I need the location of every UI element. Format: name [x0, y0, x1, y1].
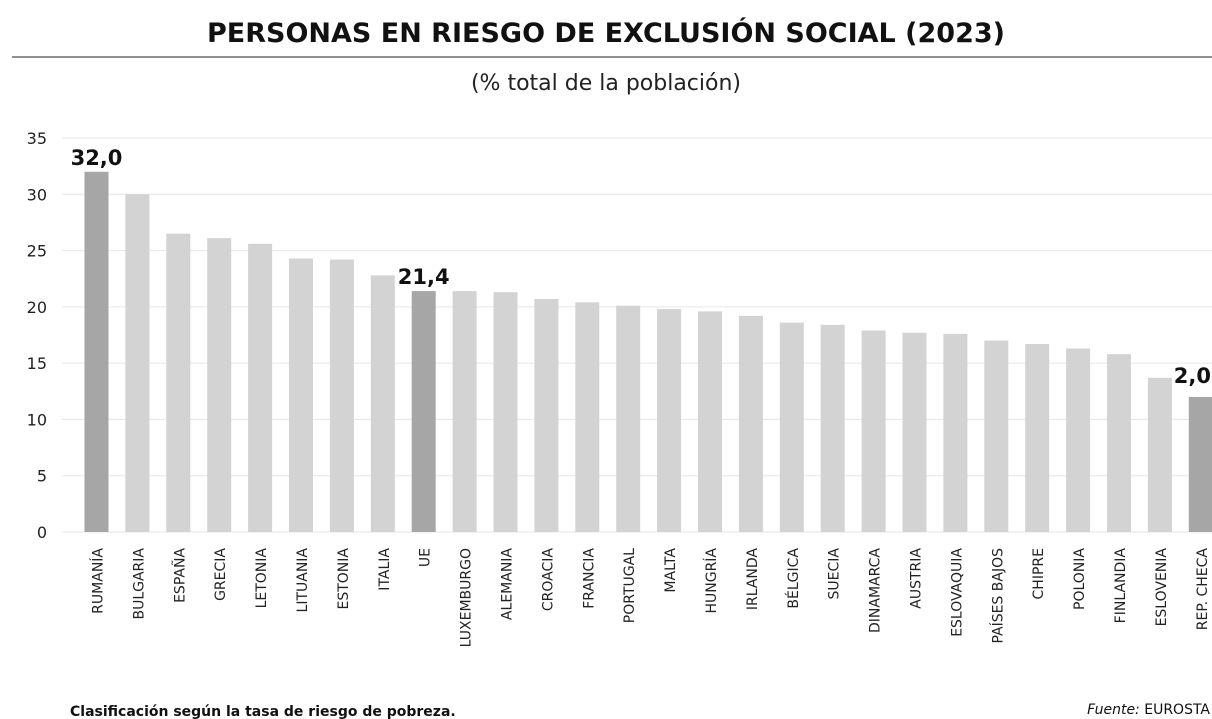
x-tick-label: PAÍSES BAJOS — [989, 548, 1006, 644]
x-tick-label: GRECIA — [213, 548, 229, 601]
x-tick-label: RUMANÍA — [90, 548, 107, 614]
data-labels: 32,0 21,4 2,0 — [71, 146, 1211, 388]
x-tick-label: IRLANDA — [745, 548, 761, 611]
bar — [1107, 354, 1131, 532]
bar — [698, 311, 722, 532]
y-axis: 0 5 10 15 20 25 30 35 — [27, 129, 47, 542]
y-tick-label: 10 — [27, 410, 47, 429]
bar — [534, 298, 559, 532]
bar — [984, 340, 1009, 532]
x-tick-label: PORTUGAL — [622, 548, 638, 623]
x-tick-label: LITUANIA — [295, 548, 311, 613]
x-tick-label: ESPAÑA — [171, 548, 188, 603]
bar — [1188, 396, 1212, 532]
x-tick-label: HUNGRÍA — [703, 548, 720, 614]
footer-note: Clasificación según la tasa de riesgo de… — [70, 704, 456, 719]
y-tick-label: 0 — [37, 523, 47, 542]
source-value: EUROSTA — [1140, 702, 1211, 718]
bar — [1147, 377, 1172, 532]
x-tick-label: ESLOVENIA — [1154, 548, 1170, 627]
x-tick-label: ESTONIA — [336, 548, 352, 610]
y-tick-label: 5 — [37, 467, 47, 486]
bar — [289, 258, 313, 532]
x-tick-label: DINAMARCA — [868, 548, 884, 633]
y-tick-label: 30 — [27, 185, 47, 204]
bar — [820, 324, 845, 532]
bar — [411, 291, 436, 532]
x-tick-label: BULGARIA — [131, 548, 147, 620]
data-label: 32,0 — [71, 146, 123, 170]
source-label: Fuente: — [1087, 702, 1140, 718]
bar — [370, 275, 395, 532]
x-tick-label: LUXEMBURGO — [459, 548, 475, 647]
x-tick-label: CROACIA — [540, 548, 556, 612]
x-tick-label: LETONIA — [254, 548, 270, 609]
y-tick-label: 35 — [27, 129, 47, 148]
bars — [84, 171, 1212, 533]
bar — [166, 233, 191, 532]
chart-title: PERSONAS EN RIESGO DE EXCLUSIÓN SOCIAL (… — [207, 17, 1005, 49]
x-axis: RUMANÍA BULGARIA ESPAÑA GRECIA LETONIA LITUAN… — [90, 548, 1211, 648]
x-tick-label: ESLOVAQUIA — [949, 548, 965, 637]
bar — [452, 291, 477, 532]
bar — [657, 309, 682, 532]
x-tick-label: SUECIA — [827, 548, 843, 600]
bar — [902, 332, 927, 532]
x-tick-label: ITALIA — [377, 548, 393, 591]
bar — [125, 194, 150, 533]
x-tick-label: FINLANDIA — [1113, 548, 1129, 624]
x-tick-label: REP. CHECA — [1195, 548, 1211, 631]
bar — [575, 302, 600, 532]
bar — [1025, 344, 1050, 532]
data-label: 2,0 — [1174, 364, 1211, 388]
x-tick-label: FRANCIA — [581, 548, 597, 609]
x-tick-label: AUSTRIA — [909, 548, 925, 609]
x-tick-label: MALTA — [663, 548, 679, 593]
bar — [248, 243, 273, 532]
bar — [738, 315, 763, 532]
x-tick-label: POLONIA — [1072, 548, 1088, 610]
bar — [207, 238, 232, 532]
y-tick-label: 25 — [27, 242, 47, 261]
bar — [1066, 348, 1091, 532]
x-tick-label: BÉLGICA — [785, 548, 802, 609]
bar — [616, 305, 641, 532]
bar — [779, 322, 804, 532]
x-tick-label: UE — [418, 548, 434, 567]
chart-subtitle: (% total de la población) — [471, 71, 741, 96]
bar — [493, 292, 518, 532]
bar — [84, 171, 109, 532]
x-tick-label: CHIPRE — [1031, 548, 1047, 599]
bar — [943, 333, 968, 532]
x-tick-label: ALEMANIA — [500, 548, 516, 620]
y-tick-label: 15 — [27, 354, 47, 373]
data-label: 21,4 — [398, 265, 450, 289]
bar — [329, 259, 354, 532]
footer-source: Fuente: EUROSTA — [1087, 702, 1210, 718]
y-tick-label: 20 — [27, 298, 47, 317]
bar — [861, 330, 886, 532]
